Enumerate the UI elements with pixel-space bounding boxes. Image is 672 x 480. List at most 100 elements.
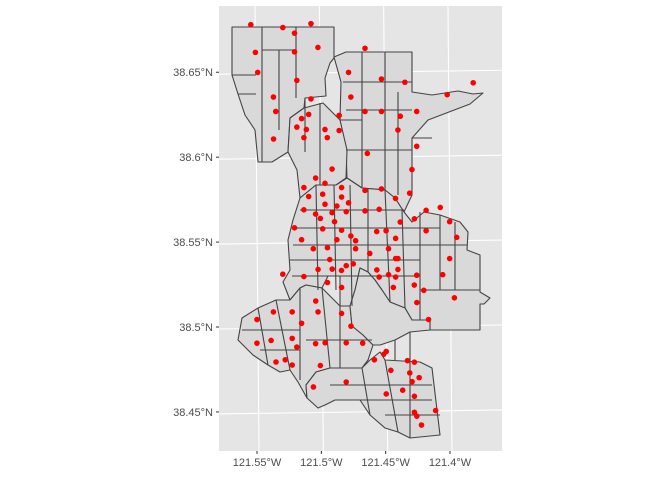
- data-point: [418, 422, 425, 428]
- y-tick-label: 38.65°N: [173, 67, 213, 79]
- data-point: [252, 49, 259, 56]
- data-point: [373, 228, 380, 235]
- data-point: [383, 227, 389, 234]
- data-point: [329, 166, 335, 172]
- data-point: [329, 266, 336, 272]
- data-point: [446, 218, 453, 225]
- data-point: [247, 21, 254, 28]
- data-point: [338, 310, 345, 317]
- x-tick-label: 121.4°W: [429, 457, 472, 469]
- data-point: [404, 357, 411, 364]
- data-point: [272, 108, 279, 115]
- data-point: [378, 108, 385, 115]
- data-point: [392, 195, 399, 202]
- y-tick-label: 38.45°N: [173, 407, 213, 419]
- data-point: [392, 255, 399, 262]
- data-point: [390, 284, 397, 291]
- data-point: [395, 266, 401, 273]
- data-point: [322, 340, 328, 346]
- data-point: [380, 351, 387, 357]
- data-point: [294, 124, 300, 130]
- data-point: [385, 271, 392, 278]
- region-south-sacramento: [349, 267, 431, 346]
- data-point: [411, 393, 418, 400]
- gridline-y: [218, 409, 503, 415]
- data-point: [374, 267, 380, 273]
- data-point: [301, 134, 307, 141]
- data-point: [343, 340, 350, 346]
- data-point: [397, 219, 404, 225]
- data-point: [334, 203, 340, 209]
- data-point: [289, 309, 295, 315]
- data-point: [319, 191, 326, 197]
- data-point: [291, 49, 298, 55]
- data-point: [338, 267, 345, 274]
- data-point: [301, 273, 307, 280]
- data-point: [364, 150, 371, 157]
- data-point: [470, 79, 476, 86]
- data-point: [305, 193, 312, 200]
- data-point: [343, 208, 350, 215]
- data-point: [329, 209, 335, 216]
- data-point: [301, 184, 307, 191]
- data-point: [289, 335, 295, 342]
- x-tick-label: 121.55°W: [233, 457, 282, 469]
- data-point: [451, 294, 458, 301]
- data-point: [310, 384, 317, 390]
- data-point: [402, 79, 408, 86]
- data-point: [411, 282, 418, 288]
- data-point: [294, 77, 300, 84]
- data-point: [376, 206, 382, 213]
- data-point: [322, 126, 328, 133]
- data-point: [336, 112, 342, 119]
- region-meadowview: [305, 351, 441, 439]
- data-point: [298, 236, 305, 243]
- data-point: [324, 279, 331, 286]
- data-point: [254, 340, 260, 346]
- data-point: [453, 234, 460, 241]
- data-point: [371, 356, 378, 363]
- data-point: [312, 340, 319, 347]
- y-axis: 38.45°N 38.5°N 38.55°N 38.6°N 38.65°N: [173, 67, 219, 419]
- point-layer: [247, 20, 476, 428]
- data-point: [326, 256, 333, 263]
- data-point: [378, 76, 385, 82]
- data-point: [350, 261, 357, 267]
- data-point: [423, 207, 429, 214]
- data-point: [411, 216, 418, 222]
- data-point: [362, 208, 368, 214]
- data-point: [315, 266, 321, 273]
- data-point: [437, 204, 444, 211]
- data-point: [392, 235, 399, 242]
- data-point: [338, 227, 345, 233]
- data-point: [378, 186, 385, 192]
- y-tick-label: 38.6°N: [179, 152, 213, 164]
- data-point: [348, 94, 354, 100]
- data-point: [298, 320, 305, 327]
- region-boundary-central-grid: [290, 184, 480, 320]
- region-boundary-west-extension: [232, 27, 432, 195]
- data-point: [312, 211, 319, 217]
- data-point: [397, 113, 404, 120]
- data-point: [413, 143, 420, 150]
- x-tick-label: 121.45°W: [361, 457, 410, 469]
- data-point: [413, 108, 420, 115]
- data-point: [406, 370, 413, 376]
- x-tick-label: 121.5°W: [300, 457, 343, 469]
- data-point: [414, 299, 420, 306]
- data-point: [416, 374, 422, 381]
- data-point: [343, 262, 350, 269]
- data-point: [315, 44, 321, 51]
- data-point: [362, 187, 368, 194]
- data-point: [324, 244, 331, 251]
- data-point: [414, 413, 420, 419]
- data-point: [324, 134, 331, 141]
- data-point: [319, 226, 326, 232]
- data-point: [343, 379, 350, 385]
- data-point: [338, 194, 345, 200]
- data-point: [352, 245, 359, 252]
- data-point: [280, 24, 286, 31]
- data-point: [334, 236, 340, 243]
- data-point: [345, 69, 352, 76]
- data-point: [298, 115, 305, 122]
